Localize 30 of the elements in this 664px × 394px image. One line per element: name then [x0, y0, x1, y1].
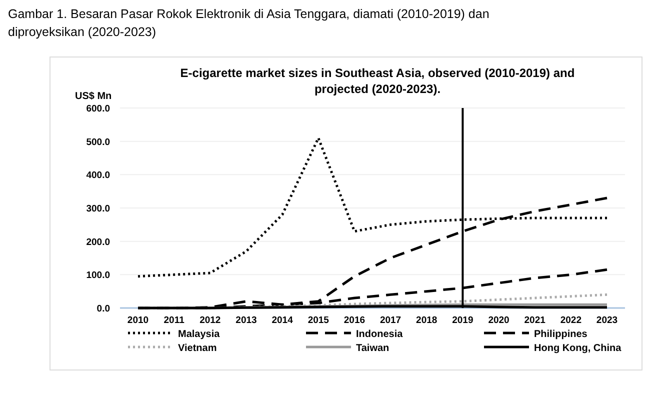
- legend-label: Vietnam: [178, 343, 217, 354]
- x-tick-label: 2021: [524, 315, 546, 326]
- x-tick-label: 2018: [416, 315, 438, 326]
- legend-label: Hong Kong, China: [534, 343, 622, 354]
- legend-label: Indonesia: [356, 329, 404, 340]
- legend-label: Malaysia: [178, 329, 220, 340]
- chart-subtitle: E-cigarette market sizes in Southeast Asia, observed (2010-2019) and projected (2020-2023).: [180, 66, 575, 96]
- chart-title: Gambar 1. Besaran Pasar Rokok Elektronik di Asia Tenggara, diamati (2010-2019) dan diproyeksikan (2020-2023): [8, 7, 490, 39]
- y-axis-title: US$ Mn: [75, 91, 112, 102]
- y-tick-label: 500.0: [86, 136, 110, 148]
- x-tick-label: 2017: [380, 315, 402, 326]
- y-tick-label: 400.0: [86, 170, 110, 182]
- y-tick-label: 0.0: [96, 304, 110, 314]
- x-tick-label: 2019: [452, 315, 474, 326]
- legend-label: Philippines: [534, 329, 588, 340]
- x-tick-label: 2022: [560, 315, 582, 326]
- y-tick-label: 200.0: [86, 236, 110, 248]
- y-tick-label: 600.0: [86, 104, 110, 114]
- x-tick-label: 2016: [344, 315, 366, 326]
- y-tick-label: 100.0: [86, 270, 110, 282]
- y-tick-label: 300.0: [86, 204, 110, 214]
- x-tick-label: 2010: [127, 315, 149, 326]
- x-tick-label: 2023: [596, 315, 618, 326]
- x-tick-label: 2012: [200, 315, 221, 326]
- x-tick-label: 2014: [272, 315, 294, 326]
- x-tick-label: 2020: [488, 315, 510, 326]
- legend-label: Taiwan: [356, 343, 390, 354]
- x-tick-label: 2011: [164, 315, 186, 326]
- x-tick-label: 2013: [236, 315, 257, 326]
- x-tick-label: 2015: [308, 315, 330, 326]
